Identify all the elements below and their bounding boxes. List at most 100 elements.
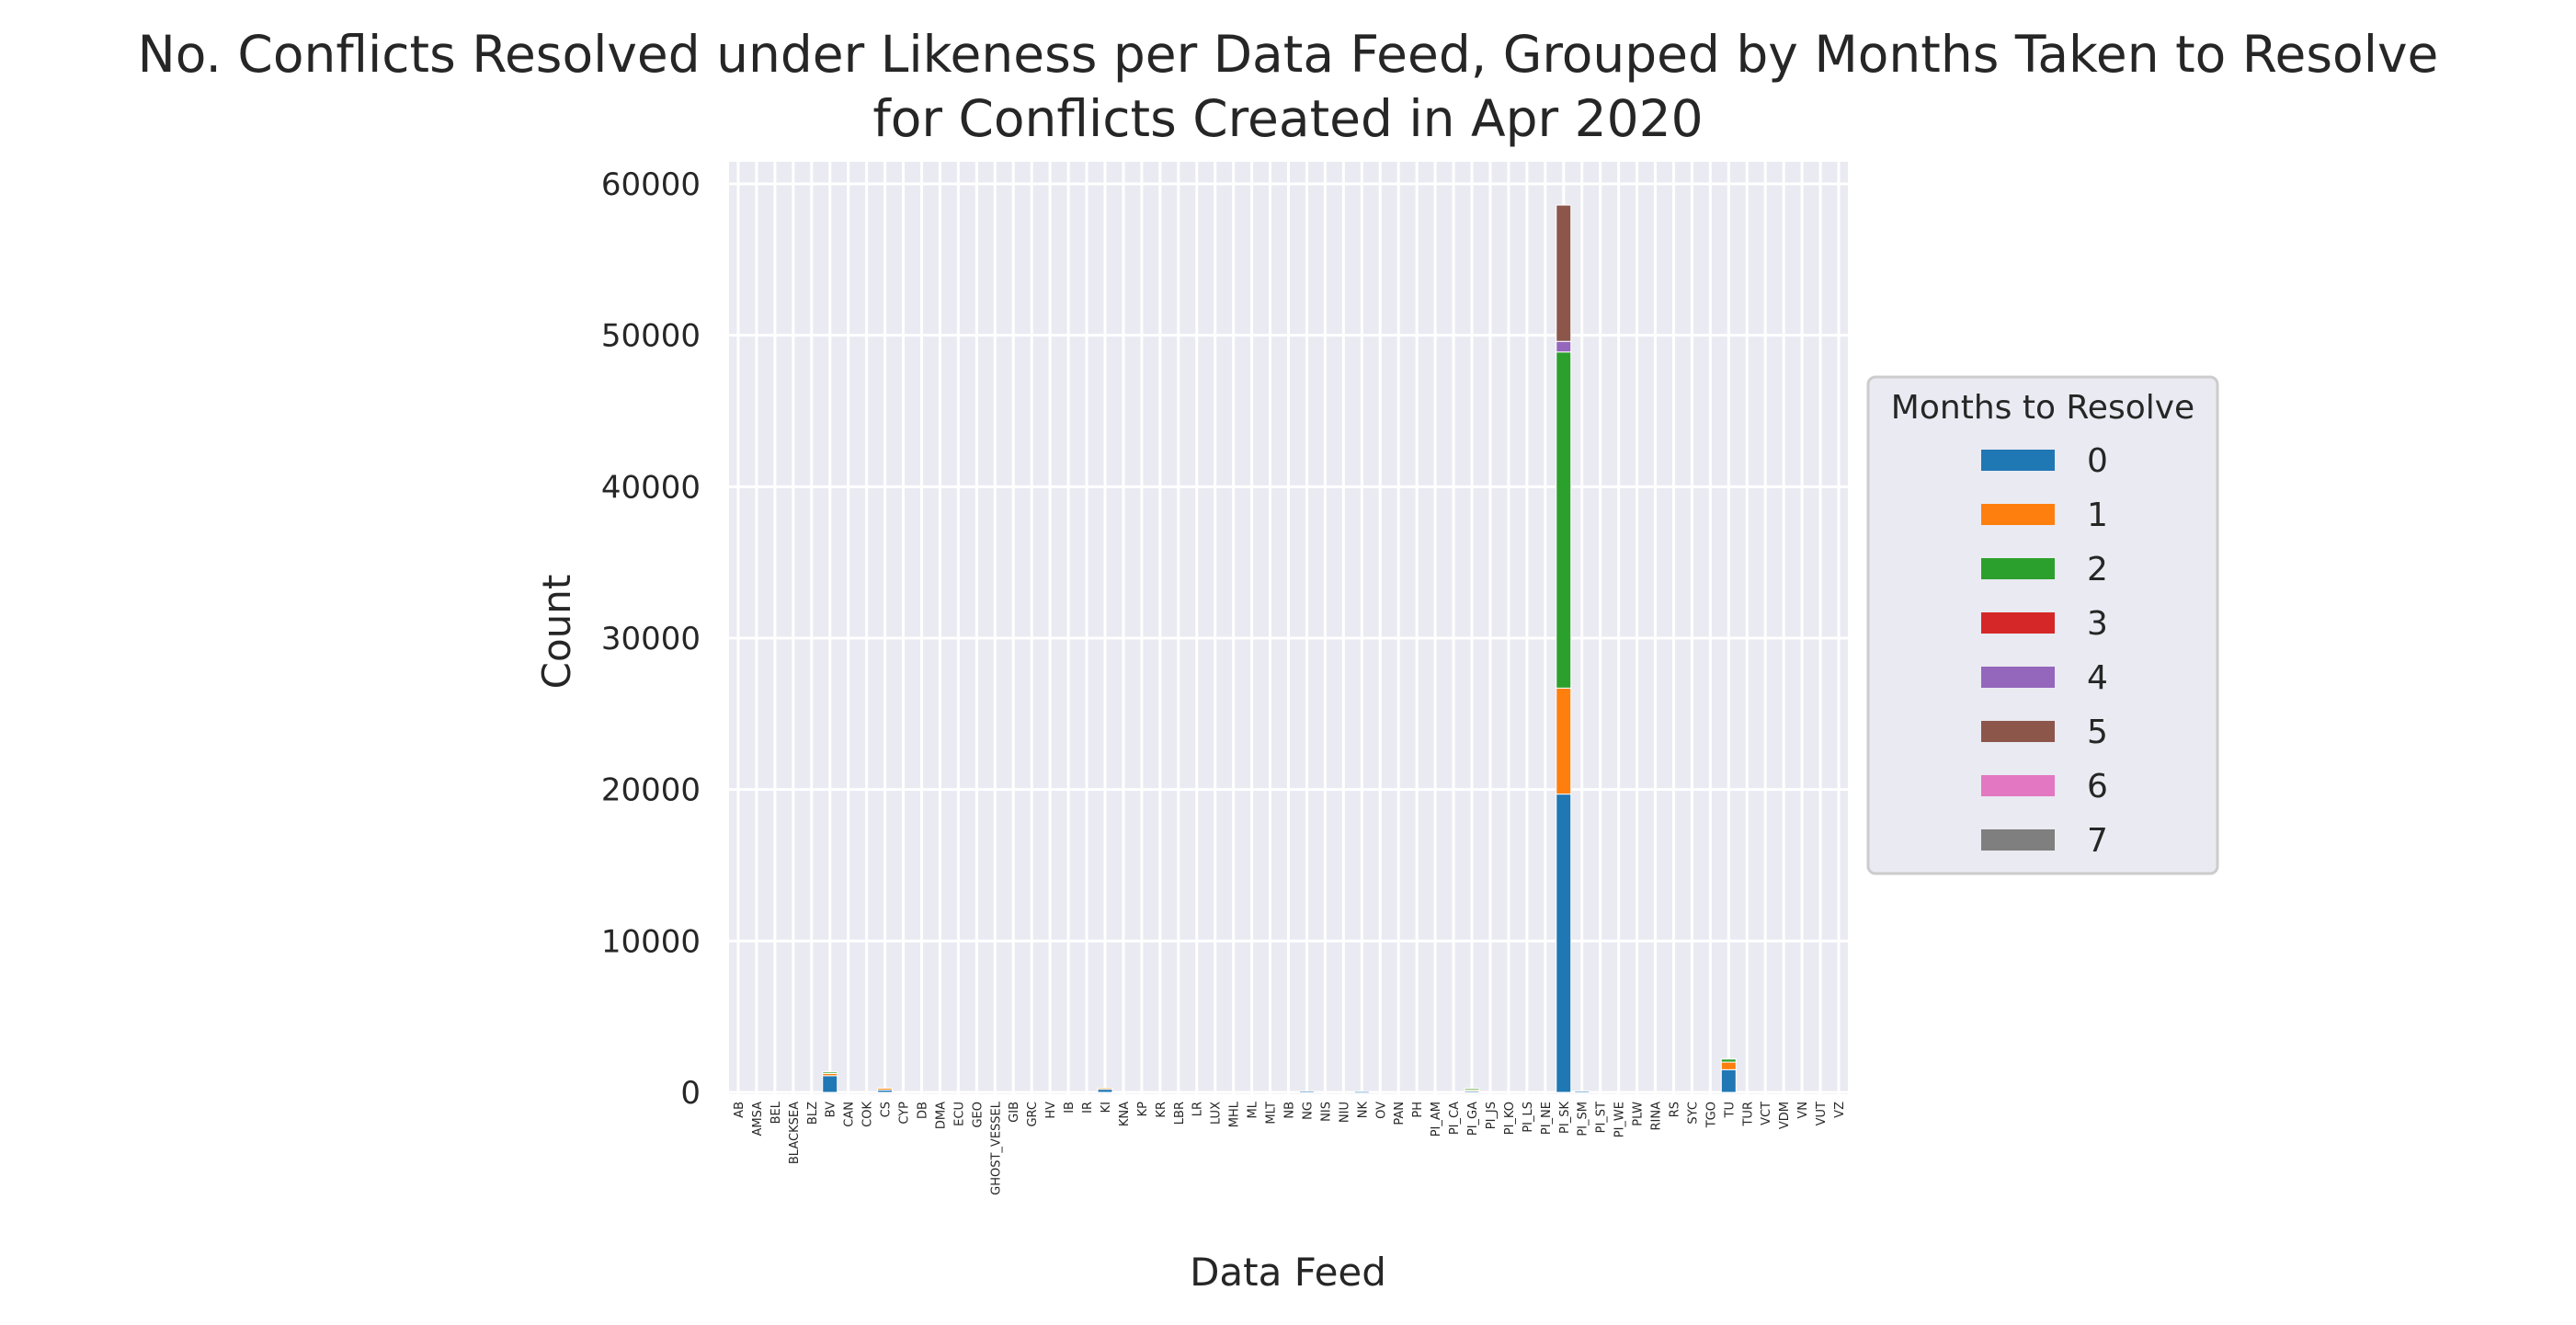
x-tick-label: GIB <box>1008 1102 1021 1123</box>
bar-segment-PI_GA-2 <box>1464 1088 1480 1091</box>
chart-title-line-2: for Conflicts Created in Apr 2020 <box>872 89 1703 148</box>
x-tick-labels: AB AMSA BEL BLACKSEA BLZ BV CAN COK CS CYP DB DMA EC… <box>733 1101 1847 1195</box>
x-tick-label: MLT <box>1265 1102 1279 1125</box>
chart-title-line-1: No. Conflicts Resolved under Likeness pe… <box>138 25 2439 84</box>
y-axis-label: Count <box>534 575 579 690</box>
legend-title: Months to Resolve <box>1891 389 2194 427</box>
x-tick-label: PAN <box>1393 1102 1407 1125</box>
x-tick-label: AB <box>733 1102 747 1118</box>
y-tick-label: 20000 <box>601 772 701 809</box>
y-tick-label: 0 <box>680 1075 701 1112</box>
x-tick-label: BLACKSEA <box>788 1102 802 1164</box>
legend-swatch-7 <box>1981 829 2055 851</box>
x-tick-label: AMSA <box>751 1102 765 1137</box>
x-tick-label: LUX <box>1210 1102 1224 1125</box>
x-tick-label: PI_CA <box>1448 1102 1462 1135</box>
x-tick-label: PI_JS <box>1485 1102 1499 1129</box>
bar-segment-PI_SM-0 <box>1574 1091 1590 1093</box>
bar-segment-PI_SK-0 <box>1556 794 1572 1093</box>
x-tick-label: CS <box>880 1102 894 1117</box>
x-tick-label: PI_ST <box>1595 1102 1609 1133</box>
bar-segment-CS-1 <box>877 1088 894 1091</box>
legend-label-6: 6 <box>2087 768 2108 805</box>
x-tick-label: VUT <box>1815 1102 1829 1125</box>
legend-label-5: 5 <box>2087 714 2108 751</box>
bar-segment-KI-1 <box>1097 1087 1113 1091</box>
bar-segment-PI_SK-4 <box>1556 340 1572 353</box>
x-tick-label: PLW <box>1632 1102 1646 1126</box>
y-tick-label: 10000 <box>601 923 701 960</box>
bar-segment-PI_SK-1 <box>1556 687 1572 795</box>
legend-label-1: 1 <box>2087 497 2108 534</box>
bars <box>822 204 1737 1094</box>
legend-label-4: 4 <box>2087 659 2108 697</box>
legend-label-0: 0 <box>2087 442 2108 480</box>
x-tick-label: LR <box>1191 1102 1205 1116</box>
x-tick-label: TGO <box>1704 1102 1718 1128</box>
bar-segment-TU-0 <box>1720 1068 1737 1093</box>
x-tick-label: IB <box>1063 1102 1077 1114</box>
bar-segment-BV-0 <box>822 1075 838 1093</box>
x-tick-label: VDM <box>1778 1102 1792 1129</box>
legend-label-7: 7 <box>2087 822 2108 860</box>
y-tick-label: 30000 <box>601 621 701 657</box>
x-tick-label: RINA <box>1650 1102 1664 1131</box>
x-tick-label: PI_WE <box>1613 1102 1627 1137</box>
x-tick-label: GRC <box>1026 1102 1040 1127</box>
x-tick-label: CYP <box>898 1102 912 1125</box>
x-tick-label: SYC <box>1686 1102 1700 1125</box>
legend-label-2: 2 <box>2087 551 2108 588</box>
bar-segment-BV-2 <box>822 1071 838 1074</box>
x-tick-label: KI <box>1100 1102 1113 1113</box>
x-tick-label: BEL <box>769 1101 783 1124</box>
x-tick-label: VZ <box>1833 1102 1847 1118</box>
x-tick-label: HV <box>1044 1102 1058 1119</box>
x-tick-label: BLZ <box>806 1102 820 1125</box>
y-tick-label: 50000 <box>601 318 701 355</box>
x-tick-label: ECU <box>952 1102 966 1126</box>
x-tick-label: PI_SM <box>1577 1102 1590 1137</box>
x-tick-label: CAN <box>843 1102 857 1127</box>
bar-segment-TU-1 <box>1720 1061 1737 1070</box>
bar-segment-NK-0 <box>1353 1091 1370 1094</box>
y-tick-labels: 0 10000 20000 30000 40000 50000 60000 <box>601 166 701 1112</box>
x-tick-label: MHL <box>1228 1101 1242 1127</box>
x-tick-label: PI_NE <box>1540 1102 1554 1135</box>
bar-segment-PI_SK-2 <box>1556 351 1572 689</box>
x-tick-label: RS <box>1668 1102 1681 1117</box>
x-tick-label: PH <box>1411 1102 1425 1118</box>
x-tick-label: NB <box>1283 1102 1297 1119</box>
x-tick-label: DMA <box>934 1102 948 1129</box>
x-tick-label: OV <box>1374 1102 1388 1119</box>
grid <box>729 162 1848 1094</box>
x-tick-label: GHOST_VESSEL <box>989 1101 1003 1195</box>
x-tick-label: VCT <box>1760 1102 1773 1125</box>
x-tick-label: NK <box>1356 1102 1370 1119</box>
bar-segment-TU-2 <box>1720 1058 1737 1063</box>
legend: Months to Resolve 0 1 2 3 4 5 6 7 <box>1866 375 2219 875</box>
x-tick-label: VN <box>1796 1102 1810 1119</box>
x-tick-label: GEO <box>971 1102 985 1128</box>
y-tick-label: 40000 <box>601 469 701 506</box>
bar-segment-PI_SK-5 <box>1556 204 1572 342</box>
x-tick-label: PI_KO <box>1503 1102 1517 1135</box>
legend-swatch-0 <box>1981 450 2055 471</box>
x-tick-label: PI_LS <box>1522 1102 1535 1133</box>
x-tick-label: PI_SK <box>1558 1102 1572 1134</box>
x-tick-label: BV <box>825 1102 838 1118</box>
y-tick-label: 60000 <box>601 166 701 203</box>
bar-segment-NG-0 <box>1298 1091 1315 1094</box>
x-tick-label: NIS <box>1319 1102 1333 1122</box>
x-tick-label: TUR <box>1741 1102 1755 1127</box>
x-tick-label: NIU <box>1338 1102 1351 1123</box>
legend-swatch-1 <box>1981 504 2055 525</box>
x-tick-label: PI_GA <box>1466 1102 1480 1136</box>
x-tick-label: COK <box>861 1102 875 1127</box>
legend-swatch-6 <box>1981 775 2055 796</box>
legend-label-3: 3 <box>2087 605 2108 643</box>
legend-swatch-5 <box>1981 721 2055 742</box>
x-tick-label: NG <box>1301 1102 1315 1120</box>
legend-swatch-2 <box>1981 558 2055 579</box>
x-tick-label: KR <box>1155 1102 1168 1118</box>
